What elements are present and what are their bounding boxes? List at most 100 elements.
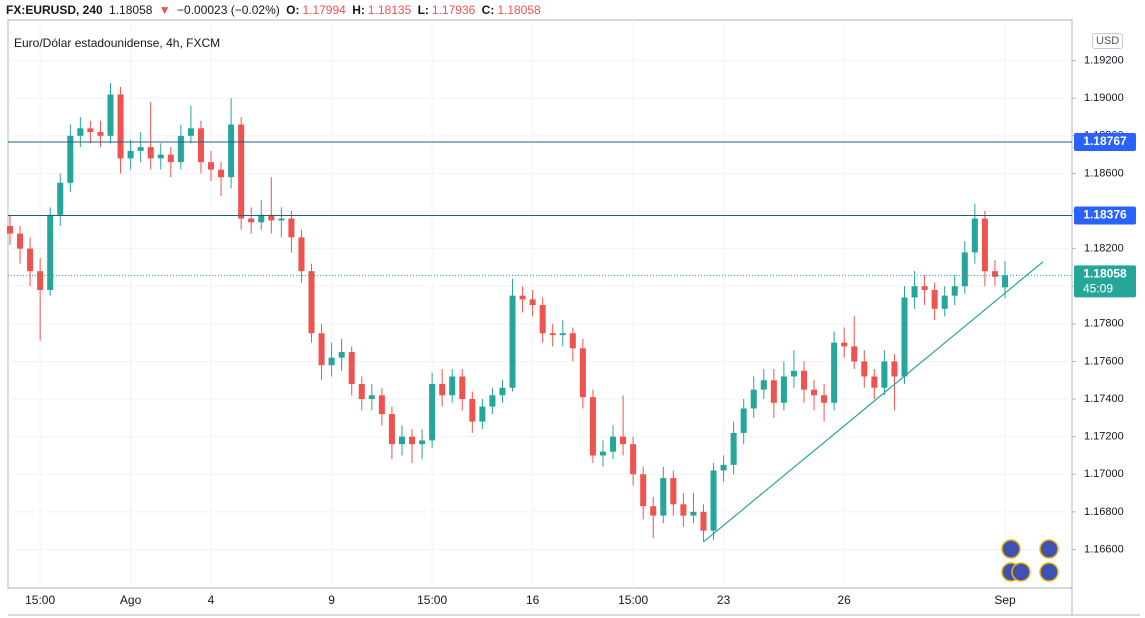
candle-body [248, 218, 255, 223]
candle-body [187, 128, 194, 136]
candle-body [197, 128, 204, 163]
candle-body [449, 376, 456, 396]
low: 1.17936 [431, 3, 476, 17]
candle-body [469, 399, 476, 422]
candle-body [630, 444, 637, 475]
candle-body [871, 376, 878, 388]
candle-body [27, 248, 34, 272]
level-label-bg [1074, 206, 1136, 225]
candle-body [288, 218, 295, 238]
y-tick-label: 1.19000 [1084, 92, 1124, 104]
y-tick-label: 1.17200 [1084, 431, 1124, 443]
candle-body [740, 408, 747, 433]
candle-body [268, 214, 275, 221]
candle-body [539, 305, 546, 334]
candle-body [177, 135, 184, 163]
candle-body [640, 474, 647, 507]
candle-body [519, 295, 526, 300]
candle-body [147, 147, 154, 159]
candle-body [991, 271, 998, 277]
candle-body [157, 154, 164, 159]
candle-body [258, 214, 265, 223]
candle-body [87, 128, 94, 133]
candle-body [780, 376, 787, 403]
ohlc-header: FX:EURUSD, 240 1.18058 ▼ −0.00023 (−0.02… [6, 3, 544, 17]
x-tick-label: 15:00 [618, 593, 648, 607]
candle-body [589, 397, 596, 456]
candle-body [951, 286, 958, 296]
candle-body [650, 506, 657, 516]
candle-body [710, 470, 717, 531]
candle-body [790, 370, 797, 377]
candle-body [97, 132, 104, 136]
candle-body [821, 395, 828, 403]
candle-body [971, 218, 978, 253]
candle-body [861, 361, 868, 377]
y-tick-label: 1.17000 [1084, 468, 1124, 480]
change: −0.00023 (−0.02%) [177, 3, 280, 17]
candle-body [67, 135, 74, 183]
candle-body [660, 478, 667, 516]
candle-body [549, 333, 556, 336]
candle-body [127, 150, 134, 159]
event-icon [1039, 562, 1059, 582]
candle-body [459, 376, 466, 400]
candle-body [770, 380, 777, 403]
candle-body [720, 464, 727, 471]
close-label: C: [481, 3, 495, 17]
candle-body [409, 436, 416, 445]
candle-body [499, 387, 506, 396]
candle-body [941, 295, 948, 309]
candle-body [690, 511, 697, 516]
candle-body [378, 395, 385, 415]
currency-button[interactable]: USD [1092, 33, 1124, 49]
event-icon [1011, 562, 1031, 582]
candle-body [137, 147, 144, 151]
candle-body [77, 128, 84, 136]
candle-body [398, 436, 405, 445]
candle-body [238, 124, 245, 219]
candle-body [439, 384, 446, 396]
candle-body [599, 451, 606, 456]
candle-body [620, 436, 627, 445]
candle-body [569, 333, 576, 349]
candle-body [851, 346, 858, 362]
candle-body [228, 124, 235, 178]
candle-body [278, 218, 285, 221]
level-label-bg [1074, 133, 1136, 152]
candle-body [981, 218, 988, 272]
candle-body [218, 169, 225, 178]
open-label: O: [286, 3, 300, 17]
candle-body [891, 361, 898, 377]
chart-title: Euro/Dólar estadounidense, 4h, FXCM [14, 36, 221, 50]
candle-body [338, 352, 345, 358]
last-price-label: 1.18058 [1083, 266, 1127, 280]
y-tick-label: 1.17800 [1084, 318, 1124, 330]
candle-body [730, 432, 737, 465]
candle-body [901, 297, 908, 377]
candle-body [911, 286, 918, 298]
candle-body [318, 333, 325, 366]
candle-body [57, 182, 64, 215]
candle-body [961, 252, 968, 287]
x-tick-label: 16 [526, 593, 540, 607]
candle-body [931, 289, 938, 309]
candle-body [207, 162, 215, 170]
event-icon [1039, 539, 1059, 559]
candle-body [750, 389, 757, 409]
x-tick-label: Ago [120, 593, 142, 607]
candle-body [429, 384, 436, 441]
event-icon [1001, 539, 1021, 559]
candle-body [610, 436, 617, 452]
last-price-bg [1074, 265, 1136, 298]
candle-body [700, 511, 707, 531]
trend-line [703, 261, 1044, 543]
symbol: FX:EURUSD, 240 [6, 3, 103, 17]
candle-body [680, 504, 687, 516]
low-label: L: [417, 3, 429, 17]
plot-frame [7, 19, 1073, 589]
change-arrow: ▼ [158, 3, 171, 17]
candle-body [17, 233, 24, 249]
